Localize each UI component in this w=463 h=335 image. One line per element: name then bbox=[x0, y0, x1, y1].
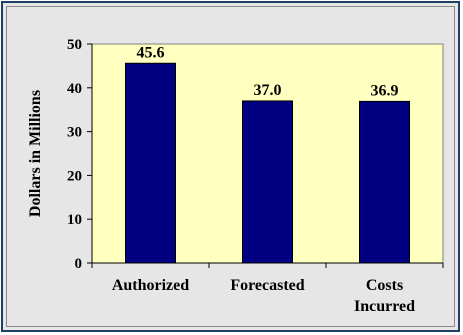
x-axis: Authorized Forecasted Costs Incurred bbox=[91, 262, 444, 315]
bar bbox=[125, 62, 176, 264]
category-label: Forecasted bbox=[230, 277, 304, 294]
data-label: 45.6 bbox=[137, 44, 165, 61]
category-label: Incurred bbox=[354, 298, 415, 315]
y-tick-label: 0 bbox=[75, 256, 83, 272]
y-axis-label: Dollars in Millions bbox=[27, 90, 44, 217]
category-label: Costs bbox=[366, 277, 403, 294]
y-tick-label: 50 bbox=[67, 37, 82, 53]
bars: 45.6 37.0 36.9 bbox=[125, 44, 410, 264]
y-tick-label: 30 bbox=[67, 125, 82, 141]
data-label: 36.9 bbox=[371, 82, 399, 99]
bar bbox=[242, 100, 293, 264]
y-axis: 0 10 20 30 40 50 bbox=[67, 37, 93, 272]
chart-inner-border bbox=[6, 6, 455, 327]
y-tick-label: 20 bbox=[67, 168, 82, 184]
y-tick-label: 40 bbox=[67, 81, 82, 97]
category-label: Authorized bbox=[112, 277, 189, 294]
y-tick-label: 10 bbox=[67, 212, 82, 228]
bar bbox=[359, 100, 410, 264]
data-label: 37.0 bbox=[254, 82, 282, 99]
